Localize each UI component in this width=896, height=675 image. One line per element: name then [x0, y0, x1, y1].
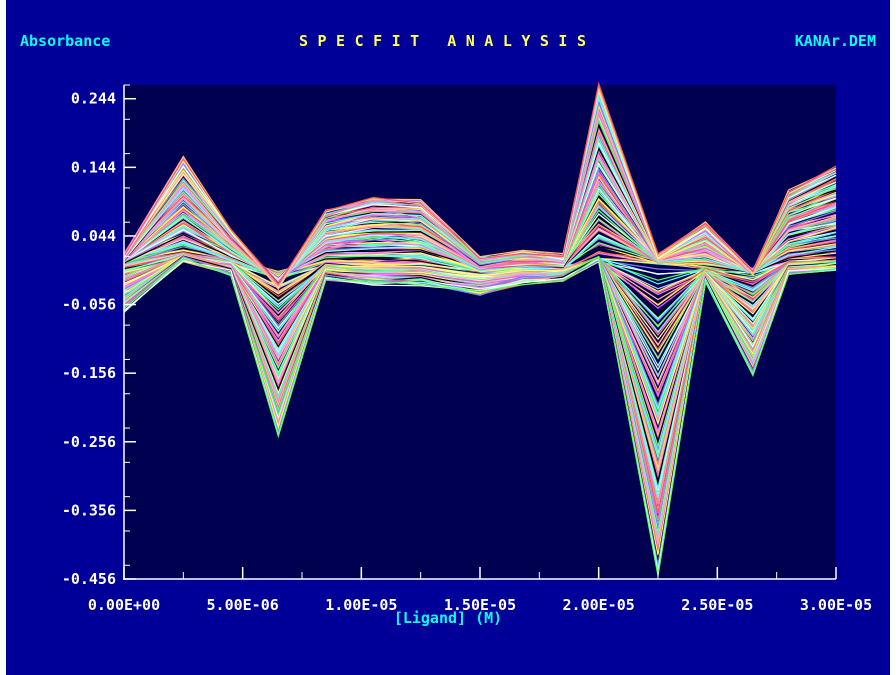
x-tick-label: 5.00E-06	[207, 596, 279, 614]
file-name: KANAr.DEM	[794, 32, 876, 50]
y-tick-label: -0.156	[62, 364, 116, 382]
x-tick-label: 2.50E-05	[681, 596, 753, 614]
series-line-50	[123, 255, 837, 346]
y-tick-label: -0.056	[62, 296, 116, 314]
y-tick-label: 0.144	[71, 158, 116, 176]
x-tick-label: 2.00E-05	[563, 596, 635, 614]
series-layer	[123, 81, 837, 577]
chart-title: SPECFIT ANALYSIS	[299, 32, 596, 50]
series-line-220	[123, 255, 837, 577]
x-tick-label: 0.00E+00	[88, 596, 160, 614]
x-axis-label: [Ligand] (M)	[393, 609, 503, 627]
y-tick-label: -0.256	[62, 433, 116, 451]
y-axis-label: Absorbance	[20, 32, 111, 50]
y-tick-label: 0.244	[71, 90, 116, 108]
y-tick-label: 0.044	[71, 227, 116, 245]
axis-layer: 0.244 0.144 0.044 -0.056 -0.156 -0.256 -0.356 -…	[62, 84, 872, 614]
y-tick-label: -0.456	[62, 570, 116, 588]
plot-area	[124, 85, 836, 579]
chart-svg: 0.244 0.144 0.044 -0.056 -0.156 -0.256 -0.356 -…	[62, 81, 872, 614]
x-tick-label: 1.00E-05	[325, 596, 397, 614]
x-tick-label: 3.00E-05	[800, 596, 872, 614]
x-tick-label: 1.50E-05	[444, 596, 516, 614]
series-line-219	[123, 81, 837, 285]
y-tick-label: -0.356	[62, 501, 116, 519]
plot-window: Absorbance SPECFIT ANALYSIS KANAr.DEM 0.…	[6, 0, 890, 675]
